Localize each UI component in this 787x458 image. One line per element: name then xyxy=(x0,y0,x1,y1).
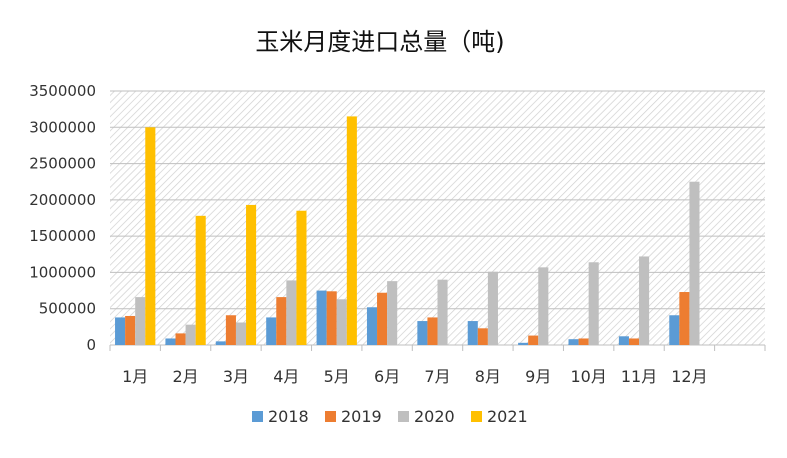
legend-item-2021: 2021 xyxy=(471,407,528,426)
y-tick-label: 2500000 xyxy=(29,155,96,173)
bar-2018-12 xyxy=(669,315,680,345)
bar-2019-7 xyxy=(427,317,438,345)
bar-2019-11 xyxy=(628,338,640,345)
bar-2020-6 xyxy=(387,281,398,345)
bar-2019-3 xyxy=(225,315,236,345)
bar-2019-1 xyxy=(125,315,136,345)
bar-2020-5 xyxy=(336,299,347,345)
bar-2019-9 xyxy=(528,335,539,345)
legend-label: 2018 xyxy=(268,407,309,426)
bar-2020-4 xyxy=(286,280,297,345)
legend-swatch xyxy=(471,411,482,422)
y-tick-label: 0 xyxy=(86,336,96,354)
bar-2019-8 xyxy=(477,328,488,345)
y-tick-label: 500000 xyxy=(39,300,96,318)
legend-swatch xyxy=(252,411,263,422)
bar-2019-5 xyxy=(326,291,337,345)
y-tick-label: 3000000 xyxy=(29,118,96,136)
bar-2018-7 xyxy=(417,321,428,345)
bar-2021-5 xyxy=(346,116,357,346)
x-tick-label: 12月 xyxy=(671,367,707,386)
bar-2020-1 xyxy=(135,297,146,345)
bar-2021-2 xyxy=(195,215,206,345)
bar-2018-4 xyxy=(266,317,277,345)
bar-2018-10 xyxy=(568,339,579,345)
x-tick-label: 3月 xyxy=(223,367,249,386)
bar-2019-2 xyxy=(175,333,186,345)
y-tick-label: 1000000 xyxy=(29,263,96,281)
x-tick-label: 7月 xyxy=(424,367,450,386)
bar-2019-10 xyxy=(578,338,589,345)
x-tick-label: 9月 xyxy=(525,367,551,386)
bar-2020-7 xyxy=(437,279,448,345)
legend-label: 2021 xyxy=(487,407,528,426)
x-tick-label: 2月 xyxy=(172,367,198,386)
bar-2018-5 xyxy=(316,290,327,345)
bar-2021-1 xyxy=(145,127,156,346)
legend-swatch xyxy=(325,411,336,422)
chart-title: 玉米月度进口总量（吨) xyxy=(255,28,504,56)
bar-2021-3 xyxy=(246,204,257,345)
legend-item-2018: 2018 xyxy=(252,407,309,426)
bar-2020-11 xyxy=(639,256,650,345)
x-tick-label: 4月 xyxy=(273,367,299,386)
bar-2018-8 xyxy=(467,321,478,345)
bar-2020-8 xyxy=(487,271,498,345)
x-tick-label: 10月 xyxy=(570,367,606,386)
x-tick-label: 1月 xyxy=(122,367,148,386)
bar-2018-11 xyxy=(618,336,629,345)
bar-2018-9 xyxy=(518,342,529,345)
x-tick-label: 6月 xyxy=(374,367,400,386)
bar-2019-12 xyxy=(679,292,690,345)
legend-label: 2019 xyxy=(341,407,382,426)
legend-item-2020: 2020 xyxy=(398,407,455,426)
bar-2020-3 xyxy=(235,322,247,345)
bar-2018-6 xyxy=(366,307,378,345)
bar-2019-6 xyxy=(377,292,388,345)
bar-2020-10 xyxy=(588,262,599,345)
x-tick-label: 8月 xyxy=(475,367,501,386)
legend-item-2019: 2019 xyxy=(325,407,382,426)
legend-label: 2020 xyxy=(414,407,455,426)
x-tick-label: 5月 xyxy=(324,367,350,386)
legend-swatch xyxy=(398,411,409,422)
bar-2018-2 xyxy=(165,338,176,345)
x-tick-label: 11月 xyxy=(621,367,657,386)
bar-2021-4 xyxy=(296,210,307,345)
bar-2018-1 xyxy=(115,317,126,345)
bar-2019-4 xyxy=(276,297,287,345)
y-tick-label: 1500000 xyxy=(29,227,96,245)
bar-2018-3 xyxy=(215,341,226,345)
bar-2020-9 xyxy=(538,267,549,345)
y-tick-label: 3500000 xyxy=(29,82,96,100)
y-tick-label: 2000000 xyxy=(29,191,96,209)
bar-2020-2 xyxy=(185,324,196,345)
bar-2020-12 xyxy=(689,181,700,345)
